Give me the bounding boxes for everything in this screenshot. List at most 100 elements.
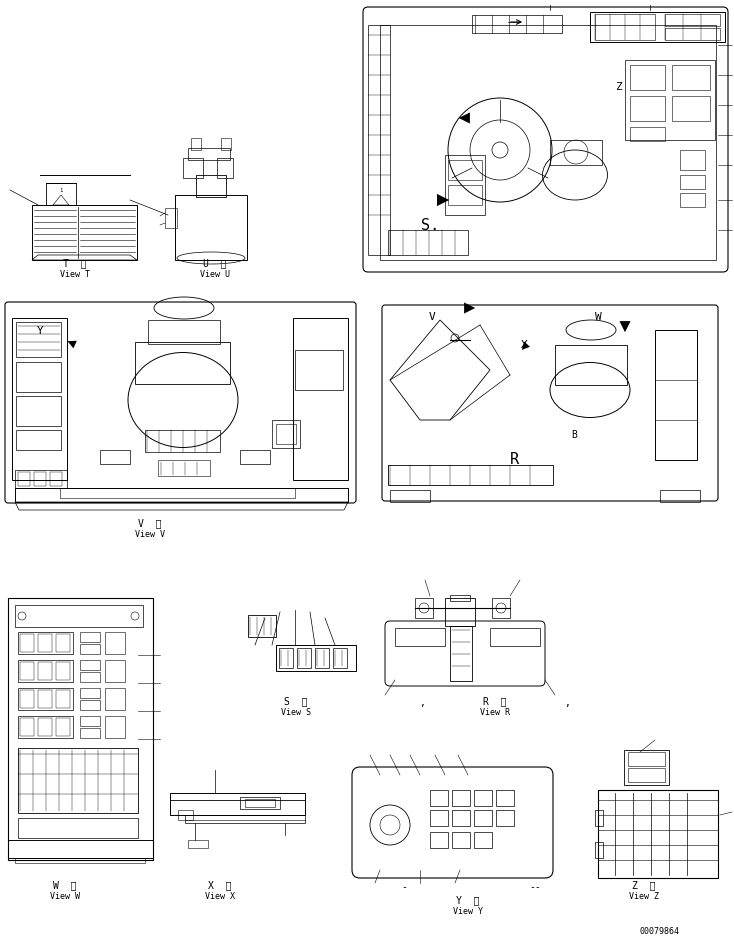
Bar — [276, 645, 356, 671]
Bar — [18, 632, 73, 654]
Text: 00079864: 00079864 — [640, 927, 680, 936]
Text: View W: View W — [50, 892, 80, 901]
Bar — [272, 420, 300, 448]
Bar — [80, 660, 100, 670]
Bar — [279, 648, 293, 668]
Text: V: V — [429, 312, 435, 322]
Bar — [20, 662, 34, 680]
Text: R  視: R 視 — [483, 696, 506, 706]
Bar — [46, 183, 76, 205]
Bar — [191, 138, 201, 150]
Bar — [590, 12, 725, 42]
Bar — [630, 96, 665, 121]
Bar — [333, 648, 347, 668]
Bar — [665, 14, 720, 26]
Bar — [388, 465, 553, 485]
Bar — [18, 688, 73, 710]
Bar — [217, 158, 233, 178]
Bar — [105, 632, 125, 654]
Text: X  視: X 視 — [208, 880, 232, 890]
Bar — [135, 342, 230, 384]
Bar — [672, 65, 710, 90]
Bar — [16, 396, 61, 426]
Bar — [297, 648, 311, 668]
Bar — [628, 752, 665, 766]
Bar — [448, 185, 482, 205]
Bar — [450, 595, 470, 601]
Bar — [145, 430, 220, 452]
Bar — [388, 230, 468, 255]
Text: Y: Y — [37, 326, 43, 336]
Bar — [492, 598, 510, 618]
Text: Z  視: Z 視 — [632, 880, 655, 890]
Bar — [158, 460, 210, 476]
Bar — [630, 127, 665, 141]
Bar — [105, 660, 125, 682]
Bar — [188, 840, 208, 848]
Bar — [624, 750, 669, 785]
Text: View Z: View Z — [629, 892, 659, 901]
Text: View Y: View Y — [453, 907, 483, 916]
Bar — [276, 424, 296, 444]
Text: View R: View R — [480, 708, 510, 717]
Text: Y  視: Y 視 — [457, 895, 480, 905]
Bar — [60, 488, 295, 498]
Bar — [16, 430, 61, 450]
Bar — [672, 96, 710, 121]
Bar — [38, 690, 52, 708]
Bar — [295, 350, 343, 390]
Bar — [655, 330, 697, 460]
Bar — [183, 158, 203, 178]
Bar — [170, 793, 305, 815]
Text: View V: View V — [135, 530, 165, 539]
Bar — [80, 688, 100, 698]
Bar — [34, 472, 46, 486]
Bar — [8, 840, 153, 858]
Bar — [8, 598, 153, 860]
Bar — [680, 175, 705, 189]
Bar — [15, 470, 67, 488]
Bar — [56, 634, 70, 652]
Bar — [496, 810, 514, 826]
Bar — [56, 690, 70, 708]
Bar — [450, 626, 472, 681]
Bar — [248, 615, 276, 637]
Bar — [20, 690, 34, 708]
Bar — [628, 768, 665, 782]
Bar — [38, 634, 52, 652]
Bar — [474, 832, 492, 848]
Text: Z: Z — [616, 82, 622, 92]
Bar — [452, 790, 470, 806]
Text: ,: , — [564, 698, 570, 708]
Text: T  視: T 視 — [63, 258, 87, 268]
Bar — [18, 660, 73, 682]
Bar — [20, 718, 34, 736]
Bar — [50, 472, 62, 486]
Bar — [474, 790, 492, 806]
Bar — [38, 718, 52, 736]
Bar — [80, 632, 100, 642]
Bar — [221, 138, 231, 150]
Bar — [660, 490, 700, 502]
Bar — [395, 628, 445, 646]
Text: U  視: U 視 — [203, 258, 227, 268]
Bar — [472, 15, 562, 33]
Bar — [185, 815, 305, 823]
Bar — [452, 832, 470, 848]
Text: -: - — [401, 882, 407, 892]
Bar — [680, 150, 705, 170]
Bar — [293, 318, 348, 480]
Bar — [56, 718, 70, 736]
Bar — [680, 193, 705, 207]
Text: W: W — [595, 312, 601, 322]
Bar — [15, 858, 145, 863]
Text: S  視: S 視 — [284, 696, 308, 706]
Bar — [80, 700, 100, 710]
Bar — [245, 799, 275, 807]
Bar — [15, 488, 348, 502]
Bar — [550, 140, 602, 165]
Bar — [595, 810, 603, 826]
Bar — [490, 628, 540, 646]
Bar — [196, 175, 226, 197]
Bar — [18, 472, 30, 486]
